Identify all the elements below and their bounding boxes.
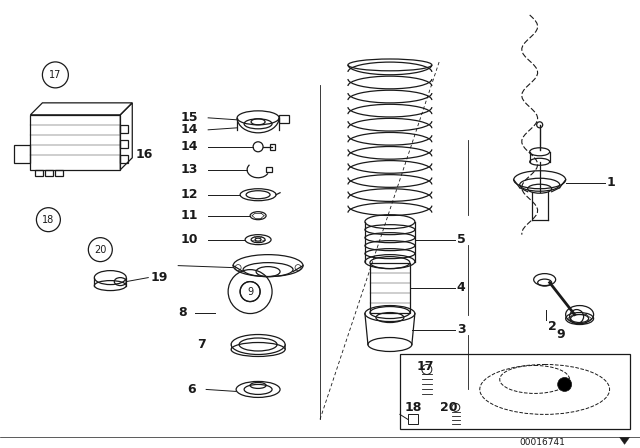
Text: 20: 20 xyxy=(440,401,458,414)
Text: 12: 12 xyxy=(180,188,198,201)
Text: 8: 8 xyxy=(178,306,187,319)
Bar xyxy=(120,125,128,133)
Text: 18: 18 xyxy=(405,401,422,414)
Text: 11: 11 xyxy=(180,209,198,222)
Text: 17: 17 xyxy=(417,360,435,373)
Text: 4: 4 xyxy=(457,281,465,294)
Bar xyxy=(120,140,128,148)
Text: 10: 10 xyxy=(180,233,198,246)
Text: 20: 20 xyxy=(94,245,106,254)
Bar xyxy=(370,263,410,313)
Text: 2: 2 xyxy=(548,320,556,333)
Text: 14: 14 xyxy=(180,123,198,136)
Bar xyxy=(120,155,128,163)
Text: 9: 9 xyxy=(556,328,564,341)
Text: 1: 1 xyxy=(607,176,615,189)
Bar xyxy=(31,115,120,170)
Text: 7: 7 xyxy=(197,338,206,351)
Text: 14: 14 xyxy=(180,140,198,153)
Bar xyxy=(56,170,63,176)
Bar xyxy=(45,170,53,176)
Bar xyxy=(266,167,272,172)
Text: 3: 3 xyxy=(457,323,465,336)
Bar xyxy=(15,145,31,163)
Text: 9: 9 xyxy=(247,287,253,297)
Text: 17: 17 xyxy=(49,70,61,80)
Text: 00016741: 00016741 xyxy=(520,438,566,447)
Bar xyxy=(270,144,275,150)
Text: 19: 19 xyxy=(150,271,168,284)
Text: 16: 16 xyxy=(135,148,153,161)
Bar xyxy=(35,170,44,176)
Bar xyxy=(400,354,630,429)
Circle shape xyxy=(557,378,572,392)
Text: 13: 13 xyxy=(181,163,198,176)
Polygon shape xyxy=(620,437,630,444)
Text: 6: 6 xyxy=(188,383,196,396)
Text: 15: 15 xyxy=(180,112,198,125)
Text: 18: 18 xyxy=(42,215,54,225)
Text: 5: 5 xyxy=(457,233,465,246)
Bar xyxy=(279,115,289,123)
